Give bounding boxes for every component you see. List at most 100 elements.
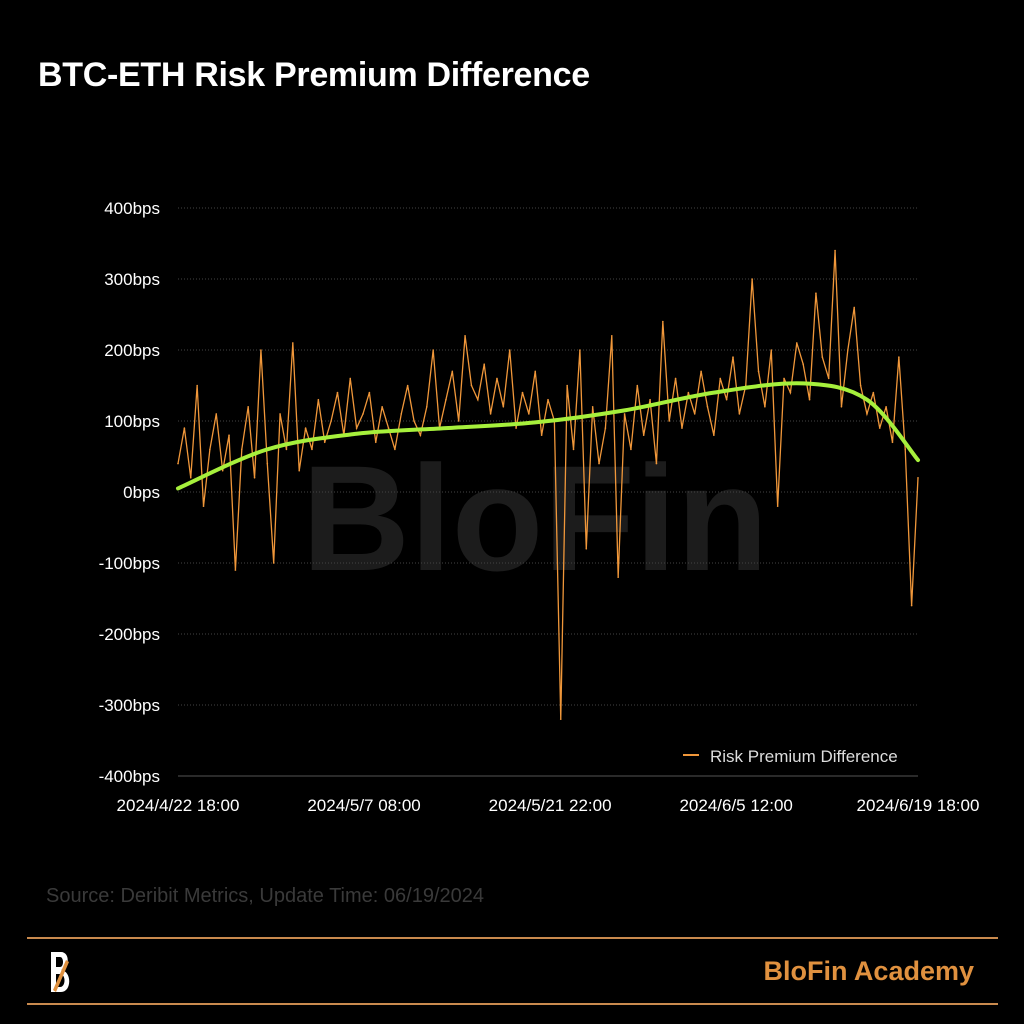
data-point [757,370,760,373]
data-point [298,469,301,472]
data-point [713,434,715,437]
divider-bottom [27,1003,998,1005]
data-point [451,370,454,373]
data-point [898,356,900,358]
y-tick-label: 300bps [104,270,160,289]
data-point [572,448,575,451]
data-point [776,505,779,508]
data-point [508,349,511,351]
data-point [228,434,230,437]
data-point [292,342,294,344]
data-point [432,349,434,351]
data-point [534,370,537,373]
y-tick-label: -400bps [99,767,160,786]
data-point [489,413,492,415]
data-point [687,391,690,394]
data-point [725,398,728,401]
data-point [311,448,313,451]
data-point [910,604,913,607]
x-tick-label: 2024/5/21 22:00 [489,796,612,815]
chart-title: BTC-ETH Risk Premium Difference [38,56,590,94]
data-point [604,427,607,429]
data-point [355,427,358,429]
data-point [783,377,785,380]
data-point [304,427,307,429]
data-point [202,505,205,508]
data-point [770,349,773,351]
data-point [732,356,734,358]
data-point [802,363,804,366]
data-point [891,441,894,444]
data-point [808,398,811,401]
data-point [483,363,486,366]
data-point [272,562,275,564]
data-point [336,391,339,394]
data-point [668,420,671,422]
data-point [655,462,658,465]
data-point [381,406,383,408]
data-point [464,335,466,337]
data-point [847,349,849,351]
data-point [866,413,868,415]
data-point [917,477,919,479]
data-point [215,413,218,415]
data-point [610,335,613,337]
data-point [859,384,862,387]
y-tick-label: -300bps [99,696,160,715]
data-point [240,448,243,451]
data-point [400,413,403,415]
data-point [547,398,549,401]
data-point [177,462,179,465]
data-point [528,413,530,415]
data-point [738,413,741,415]
y-tick-label: 400bps [104,199,160,218]
data-point [827,377,830,380]
data-point [540,434,543,437]
data-point [445,398,447,401]
data-point [406,384,409,387]
data-point [285,448,288,451]
data-point [706,406,709,408]
data-point [221,469,224,472]
legend-label: Risk Premium Difference [710,747,898,766]
data-point [693,413,696,415]
data-point [559,718,562,720]
data-point [904,448,907,451]
data-point [349,377,352,380]
data-point [579,349,581,351]
data-point [840,406,843,408]
data-point [470,384,473,387]
y-tick-label: -100bps [99,554,160,573]
data-point [872,391,875,394]
data-point [636,384,639,387]
data-point [878,427,881,429]
data-point [419,434,422,437]
data-point [247,406,249,408]
watermark: BloFin [302,434,769,602]
data-point [362,413,364,415]
data-point [368,391,371,394]
data-point [617,576,619,578]
data-point [585,548,588,550]
data-point [387,427,390,429]
data-point [700,370,702,373]
y-tick-label: 100bps [104,412,160,431]
data-point [425,406,428,408]
data-point [630,448,632,451]
x-tick-label: 2024/6/19 18:00 [857,796,980,815]
data-point [413,420,415,422]
y-tick-label: -200bps [99,625,160,644]
data-point [821,356,824,358]
x-tick-label: 2024/6/5 12:00 [679,796,792,815]
data-point [834,249,836,252]
trend-line [176,381,920,491]
data-point [591,406,594,408]
data-point [521,391,524,394]
data-point [681,427,683,429]
data-point [317,398,320,401]
y-tick-label: 0bps [123,483,160,502]
blofin-logo-icon [51,952,70,992]
data-point [885,406,887,408]
data-point [209,448,211,451]
